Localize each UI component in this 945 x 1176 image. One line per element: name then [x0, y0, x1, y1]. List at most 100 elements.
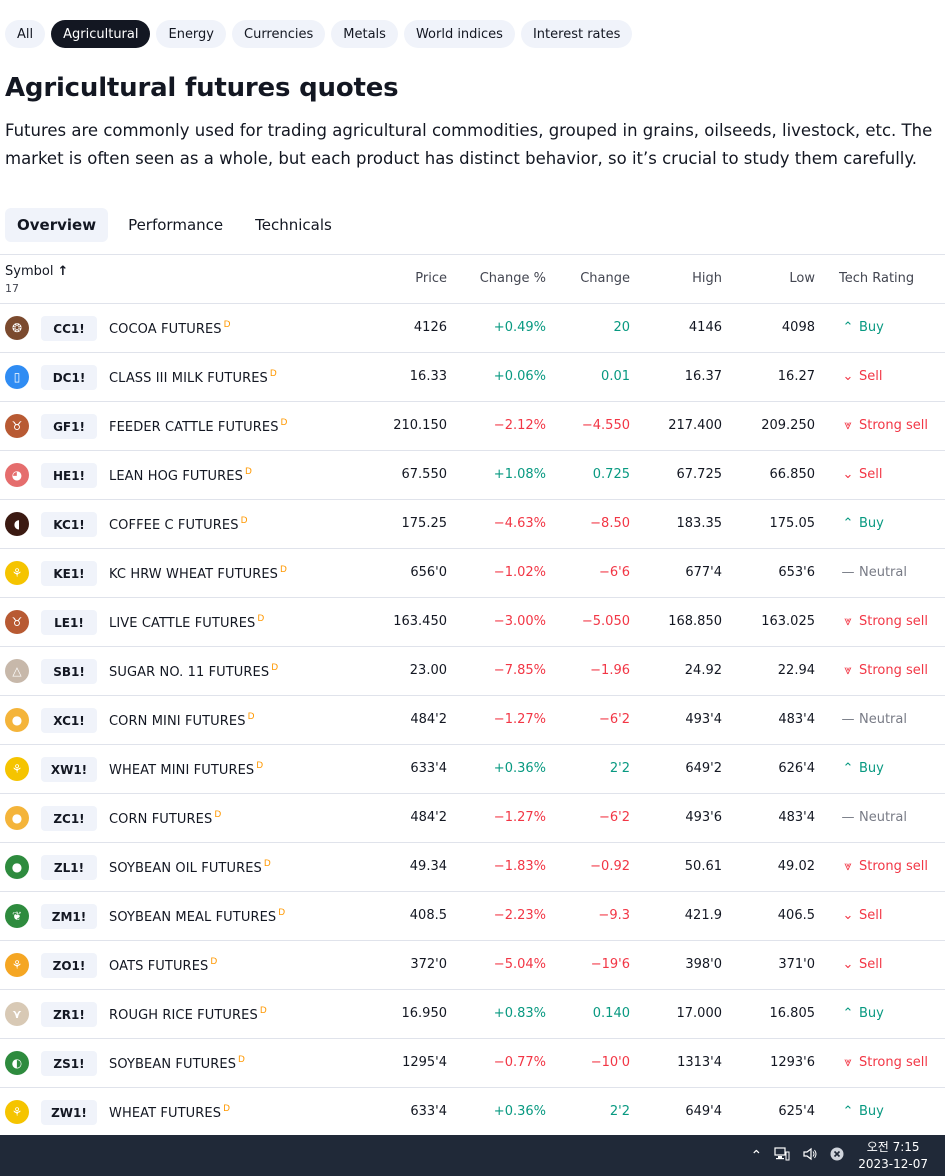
- table-row[interactable]: ⋎ ZR1! ROUGH RICE FUTURES D 16.950 +0.83% 0.14…: [0, 990, 945, 1039]
- network-icon[interactable]: [774, 1146, 790, 1165]
- symbol-name[interactable]: CORN MINI FUTURES D: [109, 712, 255, 729]
- symbol-name[interactable]: SOYBEAN FUTURES D: [109, 1055, 245, 1072]
- rating-direction-icon: ⩔: [844, 614, 852, 629]
- symbol-name[interactable]: WHEAT MINI FUTURES D: [109, 761, 263, 778]
- rating-direction-icon: ⌃: [842, 320, 854, 335]
- symbol-name[interactable]: WHEAT FUTURES D: [109, 1104, 230, 1121]
- table-row[interactable]: ⚘ ZO1! OATS FUTURES D 372'0 −5.04% −19'6 398'0 3…: [0, 941, 945, 990]
- close-circle-icon[interactable]: [830, 1147, 844, 1165]
- table-row[interactable]: △ SB1! SUGAR NO. 11 FUTURES D 23.00 −7.85% −1.…: [0, 647, 945, 696]
- ticker-badge[interactable]: SB1!: [41, 659, 97, 684]
- symbol-name[interactable]: LEAN HOG FUTURES D: [109, 467, 252, 484]
- symbol-name-text: OATS FUTURES: [109, 959, 209, 974]
- symbol-name-text: FEEDER CATTLE FUTURES: [109, 420, 279, 435]
- table-row[interactable]: ⚘ ZW1! WHEAT FUTURES D 633'4 +0.36% 2'2 649'4 62…: [0, 1088, 945, 1137]
- table-row[interactable]: ▯ DC1! CLASS III MILK FUTURES D 16.33 +0.06% 0…: [0, 353, 945, 402]
- page-title: Agricultural futures quotes: [5, 73, 399, 103]
- delayed-badge: D: [210, 957, 218, 967]
- volume-icon[interactable]: [802, 1147, 818, 1165]
- symbol-name[interactable]: COCOA FUTURES D: [109, 320, 231, 337]
- column-header-low[interactable]: Low: [789, 271, 815, 286]
- category-chip-agricultural[interactable]: Agricultural: [51, 20, 151, 48]
- high-cell: 649'4: [685, 1104, 722, 1119]
- rating-direction-icon: ⌃: [842, 516, 854, 531]
- ticker-badge[interactable]: ZS1!: [41, 1051, 97, 1076]
- category-chip-currencies[interactable]: Currencies: [232, 20, 326, 48]
- tab-overview[interactable]: Overview: [5, 208, 109, 242]
- category-chip-interest-rates[interactable]: Interest rates: [520, 20, 633, 48]
- tab-performance[interactable]: Performance: [128, 216, 224, 234]
- symbol-name[interactable]: CLASS III MILK FUTURES D: [109, 369, 277, 386]
- column-header-change-percent[interactable]: Change %: [479, 271, 546, 286]
- table-row[interactable]: ⚘ KE1! KC HRW WHEAT FUTURES D 656'0 −1.02% −6'…: [0, 549, 945, 598]
- ticker-badge[interactable]: ZO1!: [41, 953, 97, 978]
- ticker-badge[interactable]: ZL1!: [41, 855, 97, 880]
- ticker-badge[interactable]: ZR1!: [41, 1002, 97, 1027]
- symbol-name[interactable]: ROUGH RICE FUTURES D: [109, 1006, 267, 1023]
- delayed-badge: D: [278, 908, 286, 918]
- ticker-badge[interactable]: KE1!: [41, 561, 97, 586]
- rating-label: Buy: [859, 1006, 884, 1021]
- ticker-badge[interactable]: DC1!: [41, 365, 97, 390]
- ticker-badge[interactable]: ZM1!: [41, 904, 97, 929]
- category-chip-metals[interactable]: Metals: [331, 20, 398, 48]
- column-header-tech-rating[interactable]: Tech Rating: [839, 271, 915, 286]
- high-cell: 4146: [688, 320, 722, 335]
- low-cell: 175.05: [769, 516, 816, 531]
- table-row[interactable]: ♉ GF1! FEEDER CATTLE FUTURES D 210.150 −2.12%…: [0, 402, 945, 451]
- table-row[interactable]: ◕ HE1! LEAN HOG FUTURES D 67.550 +1.08% 0.725 6…: [0, 451, 945, 500]
- low-cell: 483'4: [778, 712, 815, 727]
- rating-label: Buy: [859, 516, 884, 531]
- column-header-high[interactable]: High: [692, 271, 722, 286]
- change-percent-cell: +0.36%: [493, 1104, 546, 1119]
- rating-label: Neutral: [859, 565, 907, 580]
- tech-rating-cell: ⩔ Strong sell: [841, 1055, 928, 1070]
- ticker-badge[interactable]: ZC1!: [41, 806, 97, 831]
- symbol-name[interactable]: SOYBEAN MEAL FUTURES D: [109, 908, 285, 925]
- ticker-badge[interactable]: KC1!: [41, 512, 97, 537]
- column-header-symbol[interactable]: Symbol ↑: [5, 264, 68, 279]
- column-header-price[interactable]: Price: [415, 271, 447, 286]
- symbol-name[interactable]: LIVE CATTLE FUTURES D: [109, 614, 264, 631]
- symbol-name[interactable]: OATS FUTURES D: [109, 957, 217, 974]
- category-chip-all[interactable]: All: [5, 20, 46, 48]
- symbol-name-text: LEAN HOG FUTURES: [109, 469, 243, 484]
- table-row[interactable]: ● ZC1! CORN FUTURES D 484'2 −1.27% −6'2 493'6 48…: [0, 794, 945, 843]
- table-row[interactable]: ◖ KC1! COFFEE C FUTURES D 175.25 −4.63% −8.50 1…: [0, 500, 945, 549]
- column-header-change[interactable]: Change: [580, 271, 630, 286]
- high-cell: 649'2: [685, 761, 722, 776]
- table-row[interactable]: ◐ ZS1! SOYBEAN FUTURES D 1295'4 −0.77% −10'0 13…: [0, 1039, 945, 1088]
- symbol-name[interactable]: KC HRW WHEAT FUTURES D: [109, 565, 287, 582]
- symbol-name[interactable]: SUGAR NO. 11 FUTURES D: [109, 663, 278, 680]
- sort-ascending-icon[interactable]: ↑: [57, 264, 69, 279]
- ticker-badge[interactable]: XC1!: [41, 708, 97, 733]
- symbol-name[interactable]: COFFEE C FUTURES D: [109, 516, 248, 533]
- change-percent-cell: −7.85%: [493, 663, 546, 678]
- ticker-badge[interactable]: CC1!: [41, 316, 97, 341]
- symbol-name[interactable]: FEEDER CATTLE FUTURES D: [109, 418, 288, 435]
- change-percent-cell: +1.08%: [493, 467, 546, 482]
- table-row[interactable]: ● ZL1! SOYBEAN OIL FUTURES D 49.34 −1.83% −0.9…: [0, 843, 945, 892]
- tab-technicals[interactable]: Technicals: [255, 216, 332, 234]
- ticker-badge[interactable]: ZW1!: [41, 1100, 97, 1125]
- taskbar-clock[interactable]: 오전 7:15 2023-12-07: [858, 1139, 928, 1173]
- change-cell: 2'2: [609, 1104, 630, 1119]
- price-cell: 67.550: [401, 467, 448, 482]
- table-row[interactable]: ❦ ZM1! SOYBEAN MEAL FUTURES D 408.5 −2.23% −9.…: [0, 892, 945, 941]
- symbol-name-text: CORN MINI FUTURES: [109, 714, 246, 729]
- ticker-badge[interactable]: LE1!: [41, 610, 97, 635]
- ticker-badge[interactable]: GF1!: [41, 414, 97, 439]
- symbol-name[interactable]: SOYBEAN OIL FUTURES D: [109, 859, 271, 876]
- table-row[interactable]: ● XC1! CORN MINI FUTURES D 484'2 −1.27% −6'2 49…: [0, 696, 945, 745]
- high-cell: 17.000: [676, 1006, 723, 1021]
- price-cell: 484'2: [410, 712, 447, 727]
- ticker-badge[interactable]: XW1!: [41, 757, 97, 782]
- table-row[interactable]: ❂ CC1! COCOA FUTURES D 4126 +0.49% 20 4146 4098 ⌃…: [0, 304, 945, 353]
- category-chip-energy[interactable]: Energy: [156, 20, 226, 48]
- symbol-name[interactable]: CORN FUTURES D: [109, 810, 221, 827]
- category-chip-world-indices[interactable]: World indices: [403, 20, 515, 48]
- table-row[interactable]: ⚘ XW1! WHEAT MINI FUTURES D 633'4 +0.36% 2'2 64…: [0, 745, 945, 794]
- ticker-badge[interactable]: HE1!: [41, 463, 97, 488]
- table-row[interactable]: ♉ LE1! LIVE CATTLE FUTURES D 163.450 −3.00% −5…: [0, 598, 945, 647]
- chevron-up-icon[interactable]: ⌃: [750, 1147, 763, 1164]
